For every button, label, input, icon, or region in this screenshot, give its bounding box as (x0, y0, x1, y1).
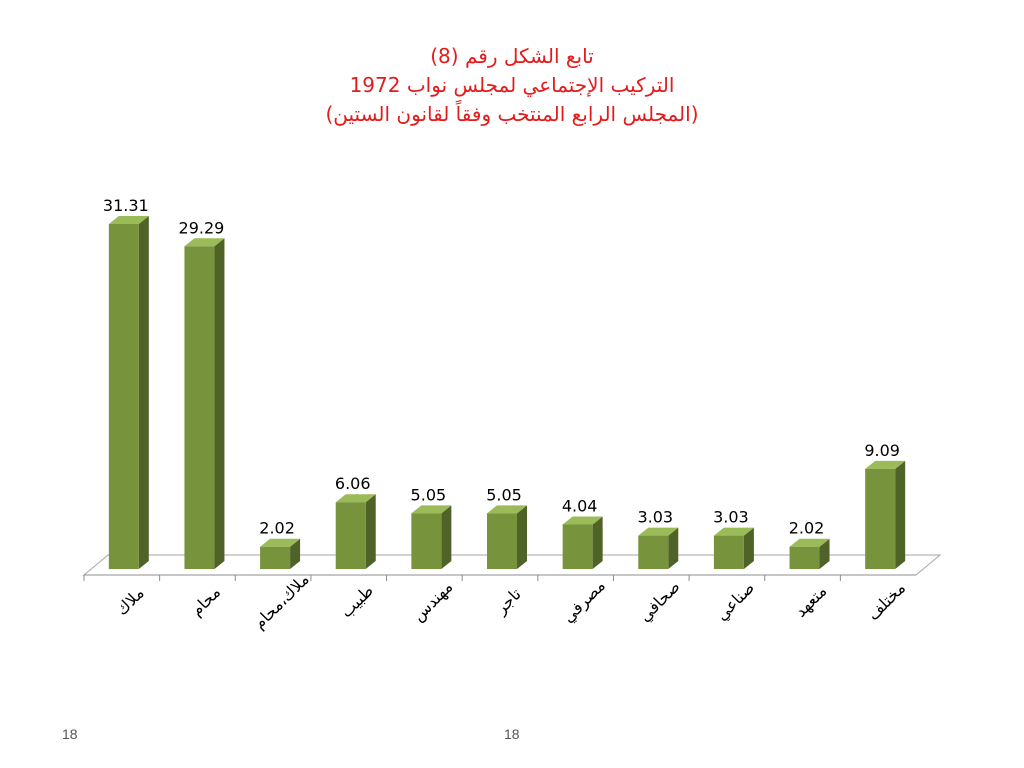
data-label: 2.02 (789, 519, 825, 538)
bar-front (411, 513, 442, 569)
bar-front (260, 546, 291, 569)
bar-8 (638, 527, 679, 569)
x-tick-label: تاجر (491, 584, 526, 619)
bar-9 (713, 527, 754, 569)
x-tick-label: طبيب (337, 581, 377, 621)
bar-front (335, 502, 366, 569)
data-label: 3.03 (637, 508, 673, 527)
bar-top (789, 538, 830, 547)
bar-front (865, 468, 896, 569)
x-tick-label: مختلف (863, 578, 909, 624)
bar-top (562, 516, 603, 525)
x-tick-label: صحافي (635, 577, 684, 626)
x-tick-label: ملاك،محام (250, 570, 313, 633)
bar-side (668, 527, 679, 569)
data-label: 5.05 (486, 485, 522, 504)
chart-title: تابع الشكل رقم (8) التركيب الإجتماعي لمج… (0, 42, 1024, 129)
title-line-1: تابع الشكل رقم (8) (430, 44, 594, 68)
data-label: 9.09 (864, 441, 900, 460)
bar-top (335, 494, 376, 503)
title-line-3: (المجلس الرابع المنتخب وفقاً لقانون الست… (325, 102, 699, 126)
bar-top (713, 527, 754, 536)
bar-4 (335, 494, 376, 569)
bar-10 (789, 538, 830, 569)
bar-front (789, 546, 820, 569)
bar-front (713, 535, 744, 569)
data-label: 4.04 (562, 496, 598, 515)
bar-side (138, 216, 149, 569)
x-tick-label: ملاك (112, 583, 148, 619)
bar-top (487, 505, 527, 514)
bar-side (895, 460, 906, 569)
bar-side (441, 505, 452, 569)
data-label: 6.06 (335, 474, 371, 493)
bar-2 (184, 238, 225, 570)
bar-5 (411, 505, 452, 569)
bar-side (290, 538, 301, 569)
bar-front (638, 535, 669, 569)
bar-side (365, 494, 376, 569)
data-label: 31.31 (103, 196, 149, 215)
bar-side (743, 527, 754, 569)
bar-side (214, 238, 225, 570)
bar-top (411, 505, 452, 514)
bar-front (562, 524, 593, 569)
bar-top (865, 460, 906, 469)
bar-top (108, 216, 149, 224)
bar-top (638, 527, 679, 536)
bar-side (517, 505, 527, 569)
bar-front (487, 513, 517, 569)
bar-front (184, 246, 215, 570)
bar-side (819, 538, 830, 569)
data-label: 5.05 (411, 485, 447, 504)
bar-side (592, 516, 603, 569)
x-tick-label: مصرفي (559, 576, 610, 627)
bar-11 (865, 460, 906, 569)
data-label: 2.02 (259, 519, 295, 538)
x-tick-label: صناعي (712, 578, 759, 625)
bar-front (108, 224, 139, 569)
bar-7 (562, 516, 603, 569)
bar-3 (260, 538, 301, 569)
x-tick-label: محام (187, 582, 224, 619)
bar-6 (487, 505, 527, 569)
slide-number-left: 18 (62, 726, 78, 742)
x-tick-label: متعهد (791, 581, 831, 621)
bar-1 (108, 216, 149, 569)
x-tick-label: مهندس (409, 577, 458, 626)
data-label: 29.29 (179, 218, 225, 237)
bar-top (260, 538, 301, 547)
data-label: 3.03 (713, 508, 749, 527)
bar-top (184, 238, 225, 247)
slide-number-center: 18 (504, 726, 520, 742)
title-line-2: التركيب الإجتماعي لمجلس نواب 1972 (349, 73, 675, 97)
